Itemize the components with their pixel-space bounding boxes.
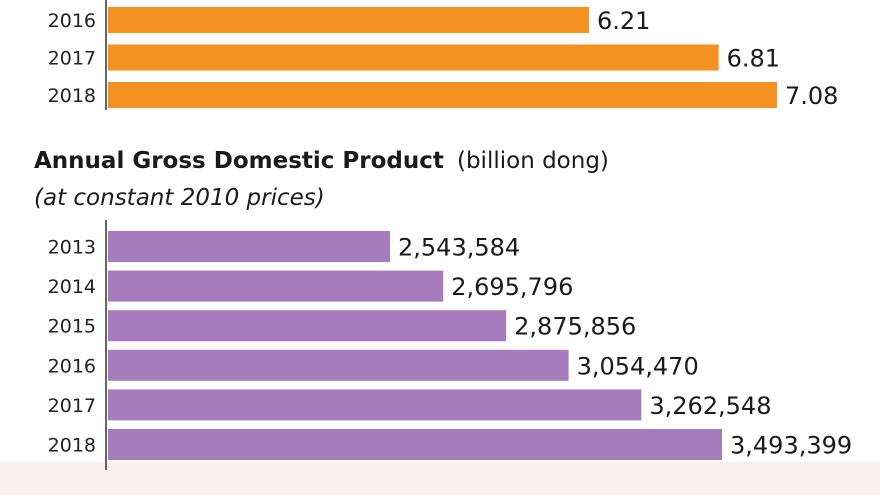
gdp-value-label-2013: 2,543,584 [398,234,520,262]
growth-category-label-2017: 2017 [48,48,96,70]
growth-bar-2018 [108,82,777,108]
gdp-bar-2018 [108,429,722,460]
growth-rate-chart: 2016 6.21 2017 6.81 2018 7.08 [48,0,838,110]
gdp-value-label-2016: 3,054,470 [577,352,699,380]
growth-bar-2017 [108,44,719,71]
gdp-bar-2017 [108,389,642,421]
gdp-chart-title-main: Annual Gross Domestic Product [34,148,444,174]
gdp-category-label-2014: 2014 [48,276,96,298]
gdp-category-label-2013: 2013 [48,237,96,259]
growth-value-label-2017: 6.81 [727,45,780,73]
gdp-bar-2015 [108,310,507,342]
gdp-category-label-2016: 2016 [48,355,96,377]
gdp-chart: Annual Gross Domestic Product (billion d… [34,148,852,470]
gdp-chart-title-unit: (billion dong) [457,148,609,174]
gdp-bar-2014 [108,270,444,302]
gdp-value-label-2014: 2,695,796 [451,273,573,301]
growth-value-label-2016: 6.21 [597,7,650,35]
gdp-value-label-2017: 3,262,548 [649,392,771,420]
gdp-value-label-2018: 3,493,399 [730,432,852,460]
gdp-category-label-2018: 2018 [48,435,96,457]
gdp-bar-2016 [108,349,569,381]
growth-category-label-2018: 2018 [48,85,96,107]
decorative-background-band [0,462,880,495]
growth-category-label-2016: 2016 [48,10,96,32]
growth-bar-2016 [108,7,589,33]
gdp-value-label-2015: 2,875,856 [514,313,636,341]
growth-value-label-2018: 7.08 [785,82,838,110]
gdp-chart-title: Annual Gross Domestic Product (billion d… [34,148,609,174]
gdp-category-label-2017: 2017 [48,395,96,417]
gdp-chart-subtitle: (at constant 2010 prices) [34,185,325,211]
gdp-category-label-2015: 2015 [48,316,96,338]
gdp-bar-2013 [108,231,391,262]
